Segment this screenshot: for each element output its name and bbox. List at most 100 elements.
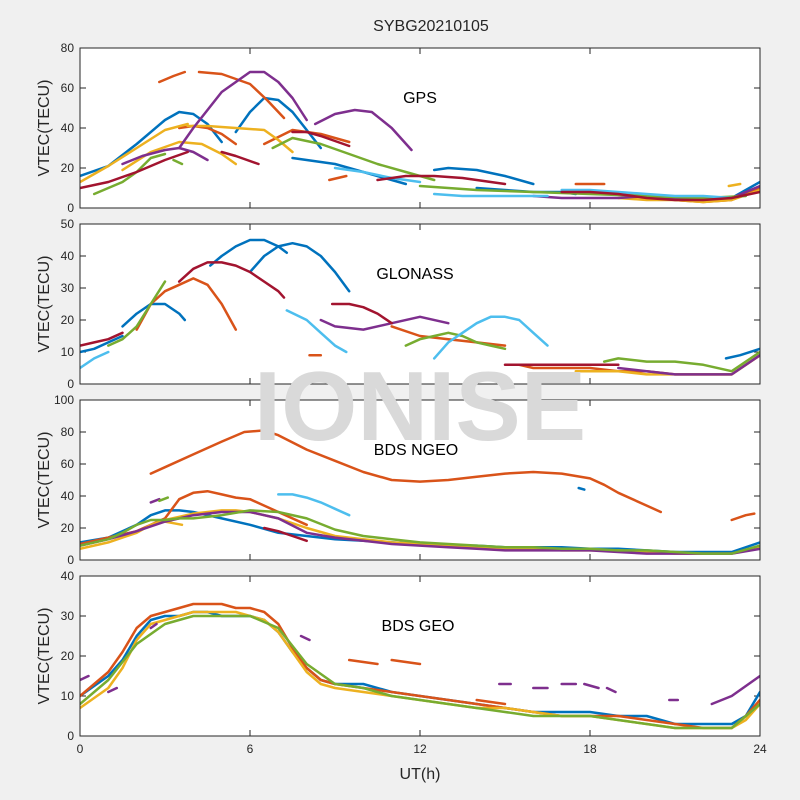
- series-line: [149, 622, 158, 630]
- series-line: [80, 602, 760, 730]
- x-tick-label: 0: [77, 742, 84, 756]
- series-line: [177, 261, 286, 299]
- y-tick-label: 0: [67, 201, 74, 215]
- series-line: [80, 122, 189, 184]
- axes-box: [79, 223, 761, 385]
- series-line: [390, 658, 422, 666]
- series-line: [727, 182, 742, 188]
- panel-2: 0 10 20 30 40 50 GLONASS VTEC(TECU): [36, 217, 761, 391]
- series-line: [186, 124, 294, 154]
- y-tick-label: 20: [61, 313, 75, 327]
- y-tick-label: 20: [61, 161, 75, 175]
- series-line: [376, 174, 507, 186]
- series-line: [583, 682, 600, 690]
- series-line: [285, 309, 348, 354]
- series-line: [404, 331, 507, 351]
- series-group: [80, 238, 760, 376]
- series-line: [432, 192, 549, 198]
- panel-3: 0 20 40 60 80 100 BDS NGEO VTEC(TECU): [36, 393, 761, 567]
- series-line: [299, 634, 311, 642]
- y-axis-label: VTEC(TECU): [36, 432, 53, 529]
- series-line: [710, 674, 760, 706]
- series-line: [80, 350, 110, 370]
- series-line: [271, 136, 436, 182]
- series-line: [107, 686, 119, 694]
- y-tick-label: 60: [61, 457, 75, 471]
- series-line: [149, 429, 663, 514]
- series-line: [291, 156, 408, 186]
- series-line: [617, 353, 760, 376]
- series-line: [730, 512, 756, 522]
- series-line: [475, 698, 507, 706]
- y-tick-label: 20: [61, 521, 75, 535]
- plots-group: 020406080GPSVTEC(TECU)01020304050GLONASS…: [36, 41, 767, 756]
- series-line: [172, 158, 184, 166]
- series-line: [724, 347, 760, 360]
- series-line: [560, 190, 760, 202]
- panel-1: 0 20 40 60 80 GPS VTEC(TECU): [36, 41, 761, 215]
- panel-annotation: BDS GEO: [382, 618, 455, 635]
- axes-box: [79, 47, 761, 209]
- y-tick-label: 0: [67, 553, 74, 567]
- y-axis-label: VTEC(TECU): [36, 608, 53, 705]
- axes-box: [79, 575, 761, 737]
- series-line: [80, 150, 189, 190]
- series-line: [328, 174, 348, 182]
- y-tick-label: 10: [61, 689, 75, 703]
- y-axis-label: VTEC(TECU): [36, 80, 53, 177]
- y-tick-label: 30: [61, 281, 75, 295]
- figure-title: SYBG20210105: [373, 18, 489, 35]
- series-group: [80, 429, 760, 555]
- series-line: [80, 510, 760, 555]
- series-line: [107, 280, 167, 347]
- series-line: [158, 496, 170, 503]
- x-axis-label: UT(h): [400, 766, 441, 783]
- series-group: [80, 70, 760, 204]
- panel-4: 0 10 20 30 40 0 6 12 18 24 BDS GEO VTEC(TECU): [36, 569, 767, 756]
- series-line: [80, 331, 124, 347]
- y-tick-label: 50: [61, 217, 75, 231]
- y-tick-label: 80: [61, 41, 75, 55]
- panel-annotation: GPS: [403, 90, 437, 107]
- y-tick-label: 0: [67, 377, 74, 391]
- series-line: [432, 315, 549, 360]
- series-line: [418, 184, 748, 200]
- y-tick-label: 60: [61, 81, 75, 95]
- axes-box: [79, 399, 761, 561]
- y-tick-label: 100: [54, 393, 74, 407]
- series-line: [577, 486, 586, 491]
- y-tick-label: 40: [61, 249, 75, 263]
- y-tick-label: 40: [61, 489, 75, 503]
- series-line: [234, 96, 323, 150]
- series-group: [80, 602, 760, 730]
- series-line: [262, 526, 308, 543]
- y-tick-label: 0: [67, 729, 74, 743]
- x-tick-label: 6: [247, 742, 254, 756]
- series-line: [291, 130, 351, 148]
- series-line: [80, 614, 760, 730]
- y-tick-label: 40: [61, 569, 75, 583]
- series-line: [319, 315, 450, 331]
- series-line: [80, 509, 760, 555]
- series-line: [149, 497, 161, 504]
- series-line: [220, 150, 260, 166]
- y-axis-label: VTEC(TECU): [36, 256, 53, 353]
- plot-area: [80, 224, 760, 384]
- series-line: [277, 493, 351, 517]
- series-line: [121, 146, 209, 166]
- series-line: [432, 166, 535, 186]
- plot-area: [80, 400, 760, 560]
- watermark: IONISE: [254, 351, 586, 461]
- y-tick-label: 80: [61, 425, 75, 439]
- series-line: [313, 108, 413, 152]
- y-tick-label: 20: [61, 649, 75, 663]
- panel-annotation: BDS NGEO: [374, 442, 458, 459]
- x-tick-label: 12: [413, 742, 427, 756]
- y-tick-label: 40: [61, 121, 75, 135]
- series-line: [80, 674, 90, 682]
- series-line: [560, 188, 733, 200]
- x-tick-label: 24: [753, 742, 767, 756]
- series-line: [248, 241, 351, 293]
- series-line: [177, 70, 308, 150]
